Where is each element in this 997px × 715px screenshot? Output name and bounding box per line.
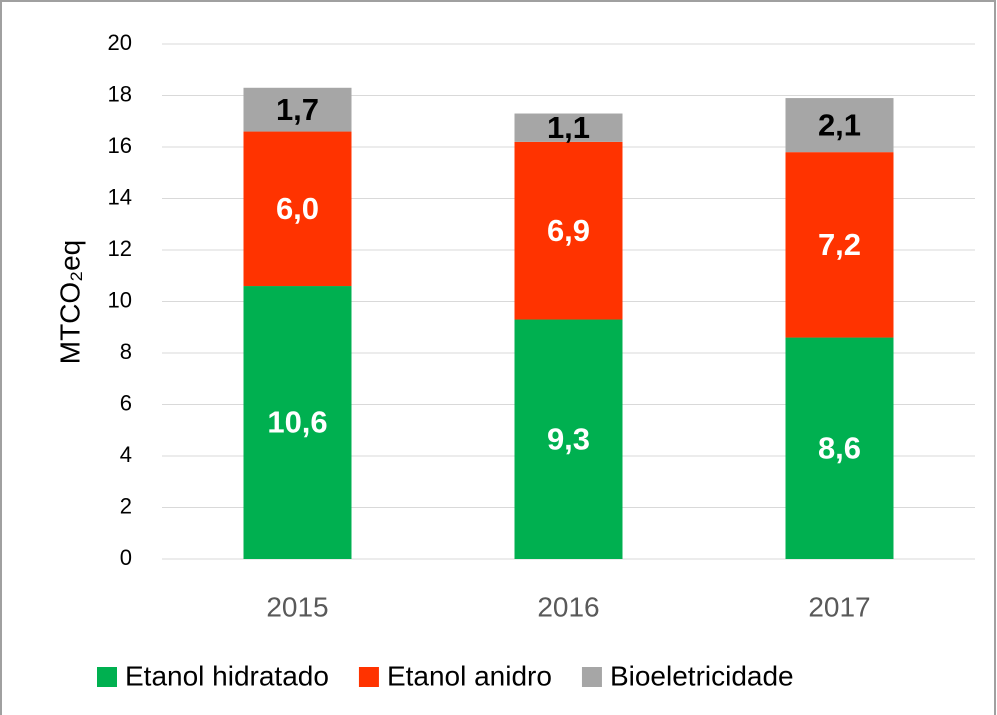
value-label: 6,0 [276,191,319,226]
legend-label: Etanol anidro [387,660,552,691]
legend-swatch [581,667,602,687]
y-axis-label: MTCO₂eq [54,240,85,364]
bar-segment [243,87,352,132]
y-tick-label: 0 [120,545,132,570]
y-tick-label: 2 [120,493,132,518]
y-tick-label: 16 [108,133,132,158]
legend-swatch [358,667,379,687]
bar-segment [514,141,623,320]
value-label: 7,2 [818,227,861,262]
value-label: 8,6 [818,430,861,465]
bar-segment [785,337,894,559]
bar-segment [514,319,623,559]
bar-segment [785,98,894,153]
y-tick-label: 18 [108,81,132,106]
legend-label: Etanol hidratado [125,660,329,691]
legend-swatch [97,667,117,687]
bar-segment [243,131,352,287]
bar-segment [785,152,894,338]
value-label: 1,1 [547,110,590,145]
x-tick-label: 2015 [266,591,328,622]
y-tick-label: 10 [108,287,132,312]
y-tick-label: 4 [120,442,132,467]
value-label: 9,3 [547,421,590,456]
bar-segment [243,286,352,559]
value-label: 2,1 [818,107,861,142]
y-tick-label: 12 [108,236,132,261]
y-tick-label: 8 [120,339,132,364]
x-tick-label: 2016 [537,591,599,622]
value-label: 1,7 [276,92,319,127]
legend-label: Bioeletricidade [610,660,794,691]
y-tick-label: 6 [120,390,132,415]
bar-segment [514,113,623,142]
x-tick-label: 2017 [808,591,870,622]
y-tick-label: 14 [108,184,132,209]
value-label: 6,9 [547,213,590,248]
y-tick-label: 20 [108,30,132,55]
value-label: 10,6 [267,405,327,440]
